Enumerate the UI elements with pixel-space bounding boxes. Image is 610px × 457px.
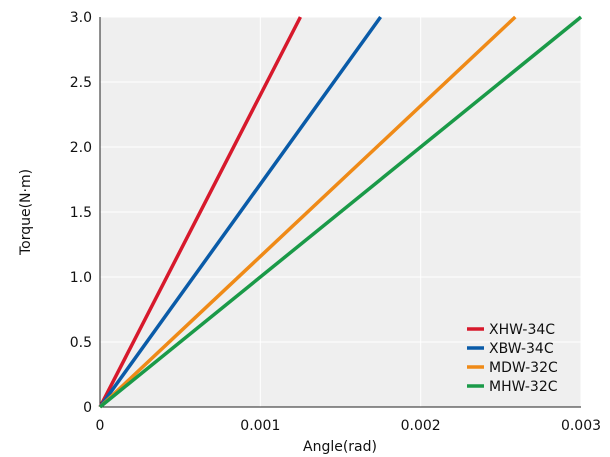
x-tick-label: 0.002 <box>401 418 441 434</box>
x-axis-label: Angle(rad) <box>303 439 377 455</box>
series-line-xbw-34c <box>98 15 383 409</box>
series-line-mhw-32c <box>98 15 583 409</box>
y-tick-label: 1.5 <box>70 205 92 221</box>
y-tick-label: 3.0 <box>70 10 92 26</box>
x-tick-label: 0 <box>96 418 105 434</box>
y-tick-label: 0 <box>83 400 92 416</box>
y-tick-label: 2.0 <box>70 140 92 156</box>
legend-label: XHW-34C <box>489 322 555 338</box>
legend: XHW-34C XBW-34C MDW-32C MHW-32C <box>467 322 558 395</box>
legend-label: MHW-32C <box>489 379 558 395</box>
y-tick-label: 0.5 <box>70 335 92 351</box>
x-tick-label: 0.001 <box>240 418 280 434</box>
x-tick-label: 0.003 <box>561 418 601 434</box>
series-line-xhw-34c <box>98 16 302 408</box>
y-tick-labels: 0 0.5 1.0 1.5 2.0 2.5 3.0 <box>70 10 92 416</box>
series-lines <box>98 15 583 409</box>
legend-label: MDW-32C <box>489 360 558 376</box>
y-axis-label: Torque(N·m) <box>18 169 34 256</box>
y-tick-label: 2.5 <box>70 75 92 91</box>
x-tick-labels: 0 0.001 0.002 0.003 <box>96 418 602 434</box>
series-line-mdw-32c <box>98 15 517 409</box>
y-tick-label: 1.0 <box>70 270 92 286</box>
legend-label: XBW-34C <box>489 341 554 357</box>
